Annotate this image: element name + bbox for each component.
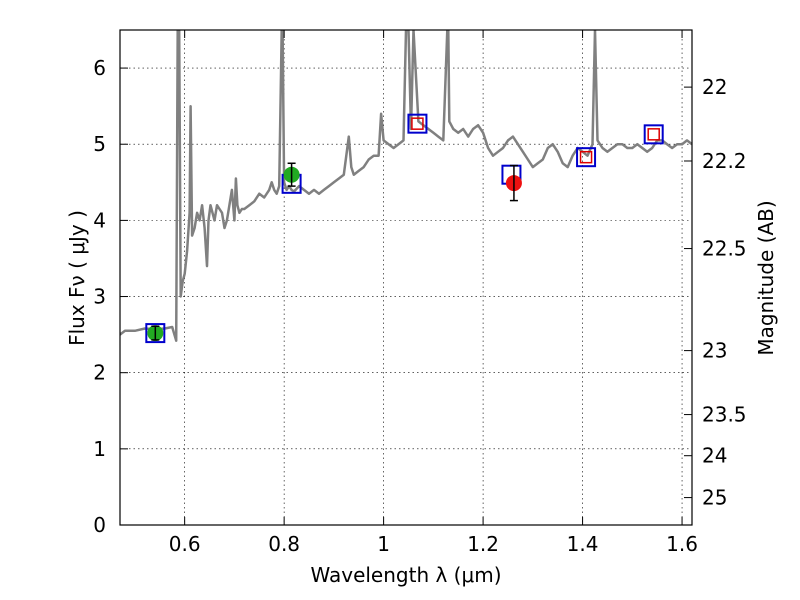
model-photometry-square bbox=[145, 323, 166, 344]
model-photometry-square bbox=[407, 113, 428, 134]
x-tick-label: 1 bbox=[377, 532, 390, 556]
y2-tick-label: 22 bbox=[702, 75, 727, 99]
model-inner-square bbox=[647, 128, 660, 141]
x-tick-label: 1.6 bbox=[666, 532, 698, 556]
model-photometry-square bbox=[576, 147, 597, 168]
y-tick-label: 2 bbox=[93, 361, 106, 385]
x-axis-label: Wavelength λ (μm) bbox=[310, 563, 501, 587]
y-tick-label: 1 bbox=[93, 437, 106, 461]
model-inner-square bbox=[579, 150, 593, 164]
plot-area bbox=[120, 30, 692, 344]
grid-lines bbox=[120, 30, 692, 526]
plot-frame bbox=[119, 29, 693, 526]
y2-tick-label: 24 bbox=[702, 444, 727, 468]
spectrum-line bbox=[120, 30, 692, 342]
y-tick-label: 4 bbox=[93, 208, 106, 232]
y-tick-label: 6 bbox=[93, 56, 106, 80]
y2-tick-label: 23.5 bbox=[702, 403, 747, 427]
x-tick-label: 0.8 bbox=[268, 532, 300, 556]
y-tick-label: 5 bbox=[93, 132, 106, 156]
model-inner-square bbox=[411, 117, 424, 130]
y-tick-label: 0 bbox=[93, 513, 106, 537]
axis-ticks: 0.6 0.8 1 1.2 1.4 1.601234562222.222.52323.52… bbox=[93, 30, 747, 556]
x-tick-label: 0.6 bbox=[169, 532, 201, 556]
y2-tick-label: 22.2 bbox=[702, 149, 747, 173]
y-axis-label: Flux Fν ( μJy ) bbox=[65, 210, 89, 346]
y2-tick-label: 25 bbox=[702, 486, 727, 510]
y2-tick-label: 23 bbox=[702, 339, 727, 363]
y-tick-label: 3 bbox=[93, 285, 106, 309]
model-photometry-square bbox=[643, 124, 664, 145]
x-tick-label: 1.4 bbox=[567, 532, 599, 556]
x-tick-label: 1.2 bbox=[467, 532, 499, 556]
y2-axis-label: Magnitude (AB) bbox=[754, 200, 778, 355]
y2-tick-label: 22.5 bbox=[702, 237, 747, 261]
